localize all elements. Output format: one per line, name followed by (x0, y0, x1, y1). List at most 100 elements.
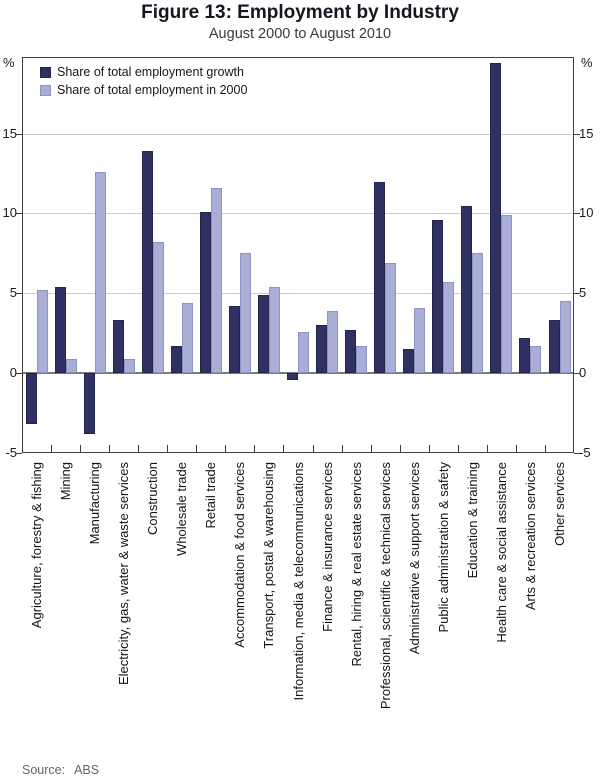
x-tick (545, 445, 546, 452)
x-axis-label: Accommodation & food services (232, 462, 248, 648)
x-tick (400, 445, 401, 452)
y-tick-left (16, 293, 22, 294)
gridline (23, 293, 573, 294)
bar (356, 346, 368, 374)
x-tick (429, 445, 430, 452)
y-axis-label-right: 10 (579, 205, 594, 220)
bar (112, 320, 124, 374)
bar (141, 151, 153, 374)
x-tick (80, 445, 81, 452)
bar (94, 171, 106, 374)
y-tick-right (574, 373, 580, 374)
y-axis-label-right: -5 (579, 445, 591, 460)
bar (501, 215, 513, 374)
bar (54, 286, 66, 374)
y-axis-label-left: 5 (9, 285, 17, 300)
gridline (23, 134, 573, 135)
bar (559, 301, 571, 374)
x-tick (313, 445, 314, 452)
x-axis-label: Wholesale trade (174, 462, 190, 556)
bar (385, 262, 397, 374)
bar (414, 307, 426, 374)
bar (298, 331, 310, 374)
bar (316, 325, 328, 374)
chart-subtitle: August 2000 to August 2010 (208, 26, 392, 42)
x-axis-label: Rental, hiring & real estate services (348, 462, 364, 667)
legend-label-growth: Share of total employment growth (57, 65, 244, 79)
bar (228, 306, 240, 374)
x-tick (458, 445, 459, 452)
bar (461, 205, 473, 374)
x-axis-label: Administrative & support services (406, 462, 422, 655)
y-axis-unit-left: % (3, 55, 15, 70)
legend-swatch-2000 (40, 84, 51, 96)
bar (210, 187, 222, 374)
bar (490, 63, 502, 374)
x-tick (342, 445, 343, 452)
x-axis-label: Retail trade (203, 462, 219, 529)
x-axis-label: Other services (551, 462, 567, 546)
bar (432, 219, 444, 374)
y-tick-left (16, 453, 22, 454)
bar (83, 373, 95, 434)
x-axis-label: Public administration & safety (435, 462, 451, 633)
y-axis-label-left: -5 (5, 445, 17, 460)
y-tick-right (574, 293, 580, 294)
bar (25, 373, 37, 425)
zero-line (23, 372, 573, 374)
x-tick (138, 445, 139, 452)
bar (199, 211, 211, 374)
y-axis-label-left: 0 (9, 365, 17, 380)
x-axis-label: Construction (145, 462, 161, 535)
bar (123, 358, 135, 374)
bar (530, 346, 542, 374)
x-axis-label: Transport, postal & warehousing (261, 462, 277, 649)
legend-item-growth: Share of total employment growth (40, 63, 247, 81)
y-axis-label-left: 10 (2, 205, 17, 220)
x-tick (225, 445, 226, 452)
y-axis-label-right: 5 (579, 285, 587, 300)
x-axis-label: Professional, scientific & technical ser… (377, 462, 393, 710)
source-value: ABS (74, 763, 100, 777)
x-tick (196, 445, 197, 452)
bar (239, 253, 251, 374)
x-tick (254, 445, 255, 452)
y-tick-right (574, 134, 580, 135)
legend: Share of total employment growth Share o… (40, 63, 247, 99)
bar (519, 338, 531, 374)
bar (443, 282, 455, 374)
legend-swatch-growth (40, 66, 51, 78)
bar (36, 290, 48, 374)
bar (345, 330, 357, 374)
x-tick (371, 445, 372, 452)
legend-label-2000: Share of total employment in 2000 (57, 83, 248, 97)
bar (152, 242, 164, 374)
x-tick (283, 445, 284, 452)
x-axis-label: Mining (58, 462, 74, 501)
bar (269, 286, 281, 374)
bar (374, 181, 386, 374)
x-tick (167, 445, 168, 452)
bar (403, 349, 415, 374)
y-tick-right (574, 453, 580, 454)
x-tick (51, 445, 52, 452)
bar (472, 253, 484, 374)
x-axis-label: Health care & social assistance (493, 462, 509, 643)
x-tick (487, 445, 488, 452)
bar (287, 373, 299, 380)
x-axis-label: Education & training (464, 462, 480, 579)
gridline (23, 213, 573, 214)
x-tick (516, 445, 517, 452)
x-axis-label: Arts & recreation services (522, 462, 538, 611)
x-axis-label: Electricity, gas, water & waste services (116, 462, 132, 685)
bar (548, 320, 560, 374)
x-axis-label: Agriculture, forestry & fishing (29, 462, 45, 629)
y-axis-unit-right: % (581, 55, 593, 70)
chart-title: Figure 13: Employment by Industry (141, 2, 459, 23)
y-axis-label-right: 0 (579, 365, 587, 380)
x-tick (109, 445, 110, 452)
x-axis-label: Manufacturing (87, 462, 103, 545)
y-tick-left (16, 213, 22, 214)
bar (65, 358, 77, 374)
